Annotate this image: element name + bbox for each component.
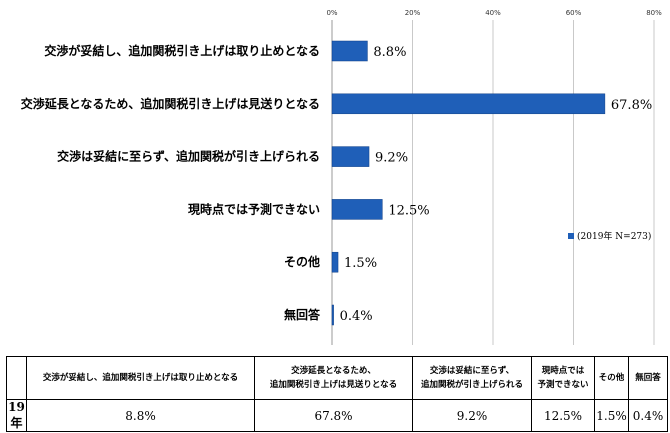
table-header-cell: その他 [594, 356, 629, 400]
x-axis-ticks: 0% 20% 40% 60% 80% [326, 9, 662, 17]
x-tick-label: 0% [326, 9, 337, 17]
table-header-cell: 現時点では 予測できない [531, 356, 595, 400]
category-label: 交渉は妥結に至らず、追加関税が引き上げられる [57, 149, 320, 164]
bar [331, 304, 334, 326]
value-label: 0.4% [340, 309, 373, 324]
legend-label: (2019年 N=273) [577, 230, 651, 242]
table-header-row: 交渉が妥結し、追加関税引き上げは取り止めとなる 交渉延長となるため、 追加関税引き… [6, 356, 668, 400]
category-label: 交渉延長となるため、追加関税引き上げは見送りとなる [21, 96, 320, 111]
value-label: 67.8% [611, 98, 652, 113]
x-tick-label: 60% [566, 9, 582, 17]
bar [331, 146, 370, 167]
value-label: 1.5% [344, 256, 377, 271]
x-tick-label: 40% [485, 9, 501, 17]
x-tick-label: 80% [646, 9, 662, 17]
data-table: 交渉が妥結し、追加関税引き上げは取り止めとなる 交渉延長となるため、 追加関税引き… [6, 356, 668, 432]
table-row-label: 19年 [6, 399, 27, 432]
category-label: 現時点では予測できない [188, 201, 320, 216]
category-label: 交渉が妥結し、追加関税引き上げは取り止めとなる [44, 43, 320, 58]
gridlines [331, 20, 655, 345]
table-corner-cell [6, 356, 27, 400]
x-tick-label: 20% [405, 9, 421, 17]
table-row: 19年 8.8% 67.8% 9.2% 12.5% 1.5% 0.4% [6, 399, 668, 432]
legend-swatch [568, 233, 574, 239]
bar-chart: 0% 20% 40% 60% 80% 交渉が妥結し、追加関税引き上げは取り止めとなる 8.… [21, 9, 662, 345]
table-header-cell: 無回答 [628, 356, 668, 400]
bar [331, 40, 368, 62]
table-cell: 9.2% [412, 399, 532, 432]
value-label: 9.2% [375, 151, 408, 166]
value-label: 8.8% [373, 45, 406, 60]
category-label: 無回答 [284, 307, 321, 322]
category-label: その他 [284, 254, 320, 269]
bar [331, 199, 383, 220]
legend: (2019年 N=273) [568, 230, 651, 242]
table-cell: 1.5% [594, 399, 629, 432]
table-cell: 8.8% [26, 399, 255, 432]
bars: 交渉が妥結し、追加関税引き上げは取り止めとなる 8.8% 交渉延長となるため、追加関… [21, 40, 652, 326]
bar [331, 251, 339, 273]
value-label: 12.5% [388, 203, 429, 218]
table-cell: 12.5% [531, 399, 595, 432]
table-header-cell: 交渉が妥結し、追加関税引き上げは取り止めとなる [26, 356, 255, 400]
bar [331, 93, 606, 115]
table-header-cell: 交渉は妥結に至らず、 追加関税が引き上げられる [412, 356, 532, 400]
table-header-cell: 交渉延長となるため、 追加関税引き上げは見送りとなる [254, 356, 413, 400]
table-cell: 0.4% [628, 399, 668, 432]
table-cell: 67.8% [254, 399, 413, 432]
